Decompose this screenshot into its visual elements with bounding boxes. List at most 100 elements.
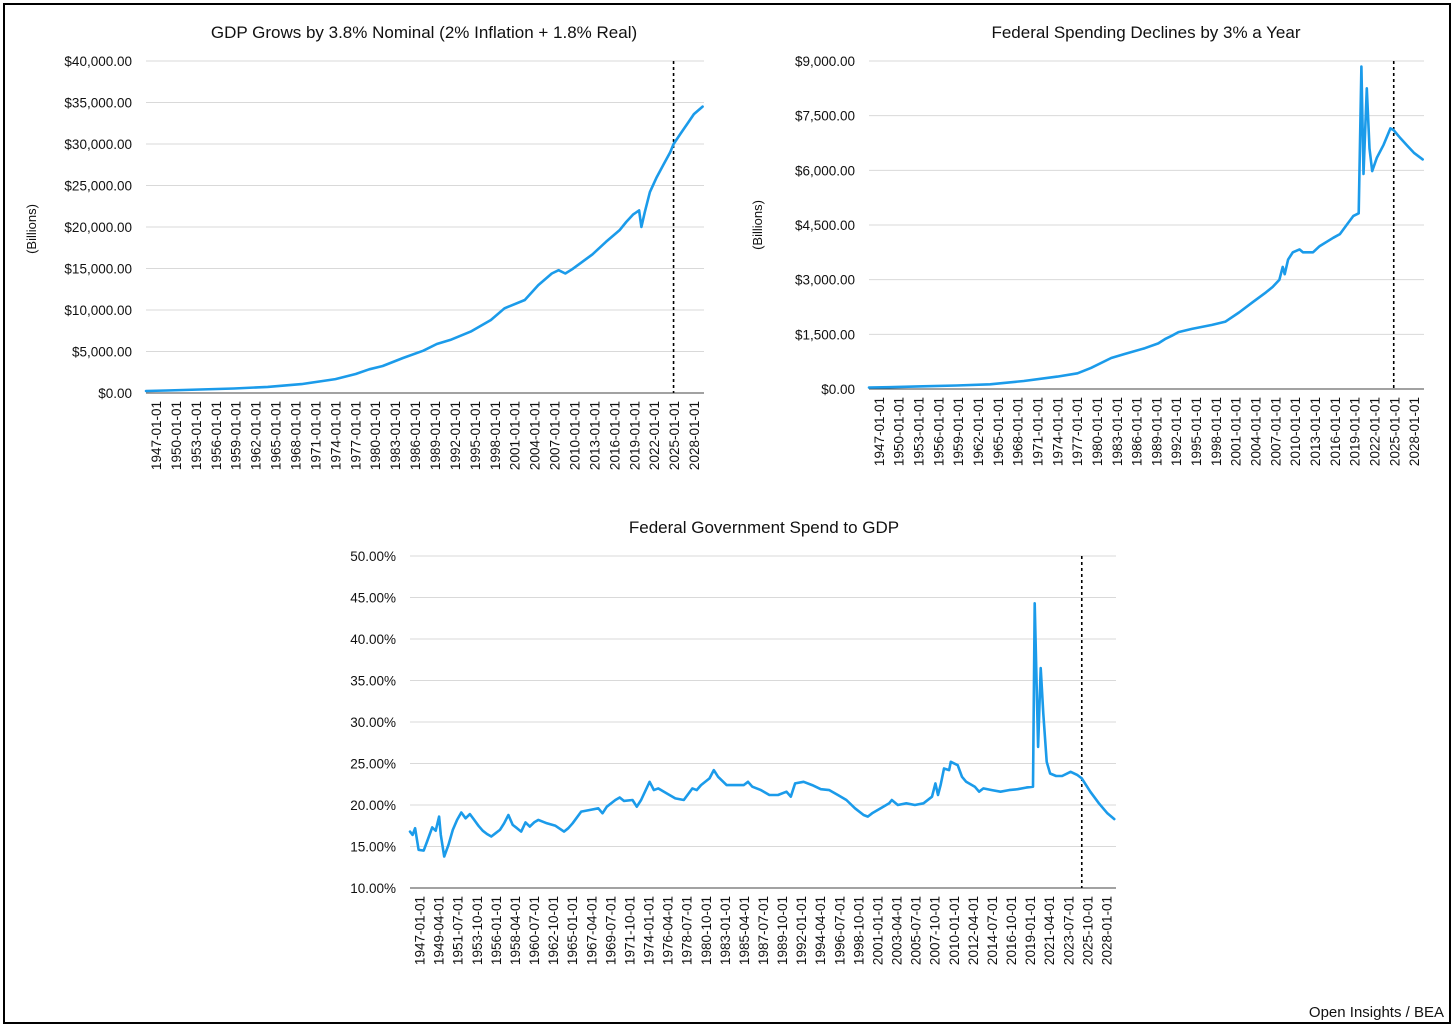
x-tick-label: 1978-07-01 [680, 896, 695, 965]
y-tick-label: $1,500.00 [795, 327, 855, 342]
chart-spending-ylabel: (Billions) [750, 200, 765, 250]
chart-gdp-ylabel: (Billions) [24, 204, 39, 254]
x-tick-label: 2007-01-01 [1268, 397, 1283, 466]
chart-ratio-title: Federal Government Spend to GDP [629, 518, 899, 537]
x-tick-label: 2019-01-01 [1023, 896, 1038, 965]
x-tick-label: 1989-01-01 [428, 401, 443, 470]
x-tick-label: 2028-01-01 [687, 401, 702, 470]
x-tick-label: 1971-01-01 [1030, 397, 1045, 466]
chart-gdp-yticks: $0.00 $5,000.00 $10,000.00 $15,000.00 $20,00… [64, 54, 132, 401]
x-tick-label: 1974-01-01 [642, 896, 657, 965]
y-tick-label: $35,000.00 [64, 96, 132, 111]
x-tick-label: 1995-01-01 [468, 401, 483, 470]
x-tick-label: 2028-01-01 [1099, 896, 1114, 965]
x-tick-label: 1977-01-01 [348, 401, 363, 470]
y-tick-label: $25,000.00 [64, 179, 132, 194]
chart-gdp-gridlines [146, 60, 704, 352]
x-tick-label: 1960-07-01 [527, 896, 542, 965]
x-tick-label: 1974-01-01 [1050, 397, 1065, 466]
y-tick-label: $15,000.00 [64, 262, 132, 277]
x-tick-label: 1953-10-01 [470, 896, 485, 965]
x-tick-label: 1983-01-01 [1110, 397, 1125, 466]
x-tick-label: 2019-01-01 [1348, 397, 1363, 466]
x-tick-label: 1962-01-01 [249, 401, 264, 470]
x-tick-label: 2010-01-01 [1288, 397, 1303, 466]
x-tick-label: 2022-01-01 [1367, 397, 1382, 466]
chart-ratio-series-line [408, 602, 1116, 858]
x-tick-label: 1947-01-01 [872, 397, 887, 466]
y-tick-label: 10.00% [350, 881, 396, 896]
x-tick-label: 1983-01-01 [718, 896, 733, 965]
x-tick-label: 2007-01-01 [548, 401, 563, 470]
x-tick-label: 1971-10-01 [622, 896, 637, 965]
x-tick-label: 2025-10-01 [1080, 896, 1095, 965]
source-credit: Open Insights / BEA [1308, 1004, 1444, 1021]
x-tick-label: 1977-01-01 [1070, 397, 1085, 466]
x-tick-label: 1976-04-01 [661, 896, 676, 965]
x-tick-label: 2013-01-01 [587, 401, 602, 470]
x-tick-label: 1987-07-01 [756, 896, 771, 965]
chart-gdp-xticks: 1947-01-01 1950-01-01 1953-01-01 1956-01-01… [149, 401, 702, 470]
chart-spending-xticks: 1947-01-01 1950-01-01 1953-01-01 1956-01-01… [872, 397, 1422, 466]
x-tick-label: 2005-07-01 [909, 896, 924, 965]
x-tick-label: 1998-10-01 [851, 896, 866, 965]
y-tick-label: $3,000.00 [795, 273, 855, 288]
y-tick-label: $4,500.00 [795, 218, 855, 233]
x-tick-label: 2012-04-01 [966, 896, 981, 965]
chart-gdp: GDP Grows by 3.8% Nominal (2% Inflation … [24, 23, 704, 470]
x-tick-label: 2025-01-01 [1387, 397, 1402, 466]
x-tick-label: 1992-01-01 [794, 896, 809, 965]
y-tick-label: $0.00 [821, 382, 855, 397]
x-tick-label: 2023-07-01 [1061, 896, 1076, 965]
x-tick-label: 1980-01-01 [368, 401, 383, 470]
y-tick-label: $20,000.00 [64, 220, 132, 235]
chart-ratio-gridlines [410, 555, 1116, 847]
x-tick-label: 1965-01-01 [269, 401, 284, 470]
x-tick-label: 1971-01-01 [308, 401, 323, 470]
x-tick-label: 2007-10-01 [928, 896, 943, 965]
x-tick-label: 1998-01-01 [1209, 397, 1224, 466]
y-tick-label: 50.00% [350, 549, 396, 564]
x-tick-label: 1986-01-01 [1130, 397, 1145, 466]
x-tick-label: 1986-01-01 [408, 401, 423, 470]
y-tick-label: $10,000.00 [64, 303, 132, 318]
chart-ratio-xticks: 1947-01-01 1949-04-01 1951-07-01 1953-10-01… [413, 896, 1115, 965]
x-tick-label: 1956-01-01 [489, 896, 504, 965]
x-tick-label: 1951-07-01 [451, 896, 466, 965]
x-tick-label: 1965-01-01 [991, 397, 1006, 466]
x-tick-label: 1980-10-01 [699, 896, 714, 965]
x-tick-label: 2013-01-01 [1308, 397, 1323, 466]
x-tick-label: 2022-01-01 [647, 401, 662, 470]
x-tick-label: 1969-07-01 [603, 896, 618, 965]
x-tick-label: 1965-01-01 [565, 896, 580, 965]
x-tick-label: 2001-01-01 [870, 896, 885, 965]
x-tick-label: 1989-10-01 [775, 896, 790, 965]
y-tick-label: 30.00% [350, 715, 396, 730]
x-tick-label: 2016-01-01 [1328, 397, 1343, 466]
x-tick-label: 2014-07-01 [985, 896, 1000, 965]
y-tick-label: 25.00% [350, 757, 396, 772]
x-tick-label: 1992-01-01 [448, 401, 463, 470]
x-tick-label: 1994-04-01 [813, 896, 828, 965]
x-tick-label: 1968-01-01 [1011, 397, 1026, 466]
figure-frame [3, 3, 1451, 1024]
x-tick-label: 1989-01-01 [1149, 397, 1164, 466]
y-tick-label: $9,000.00 [795, 54, 855, 69]
x-tick-label: 1985-04-01 [737, 896, 752, 965]
x-tick-label: 1947-01-01 [413, 896, 428, 965]
y-tick-label: $0.00 [98, 386, 132, 401]
x-tick-label: 1996-07-01 [832, 896, 847, 965]
x-tick-label: 1962-01-01 [971, 397, 986, 466]
x-tick-label: 1953-01-01 [912, 397, 927, 466]
y-tick-label: 20.00% [350, 798, 396, 813]
x-tick-label: 1959-01-01 [229, 401, 244, 470]
x-tick-label: 1992-01-01 [1169, 397, 1184, 466]
x-tick-label: 1962-10-01 [546, 896, 561, 965]
x-tick-label: 1968-01-01 [288, 401, 303, 470]
y-tick-label: $7,500.00 [795, 109, 855, 124]
chart-ratio: Federal Government Spend to GDP 10.00% 15… [350, 518, 1116, 965]
x-tick-label: 1956-01-01 [209, 401, 224, 470]
x-tick-label: 2003-04-01 [890, 896, 905, 965]
chart-spending-series-line [867, 65, 1424, 389]
